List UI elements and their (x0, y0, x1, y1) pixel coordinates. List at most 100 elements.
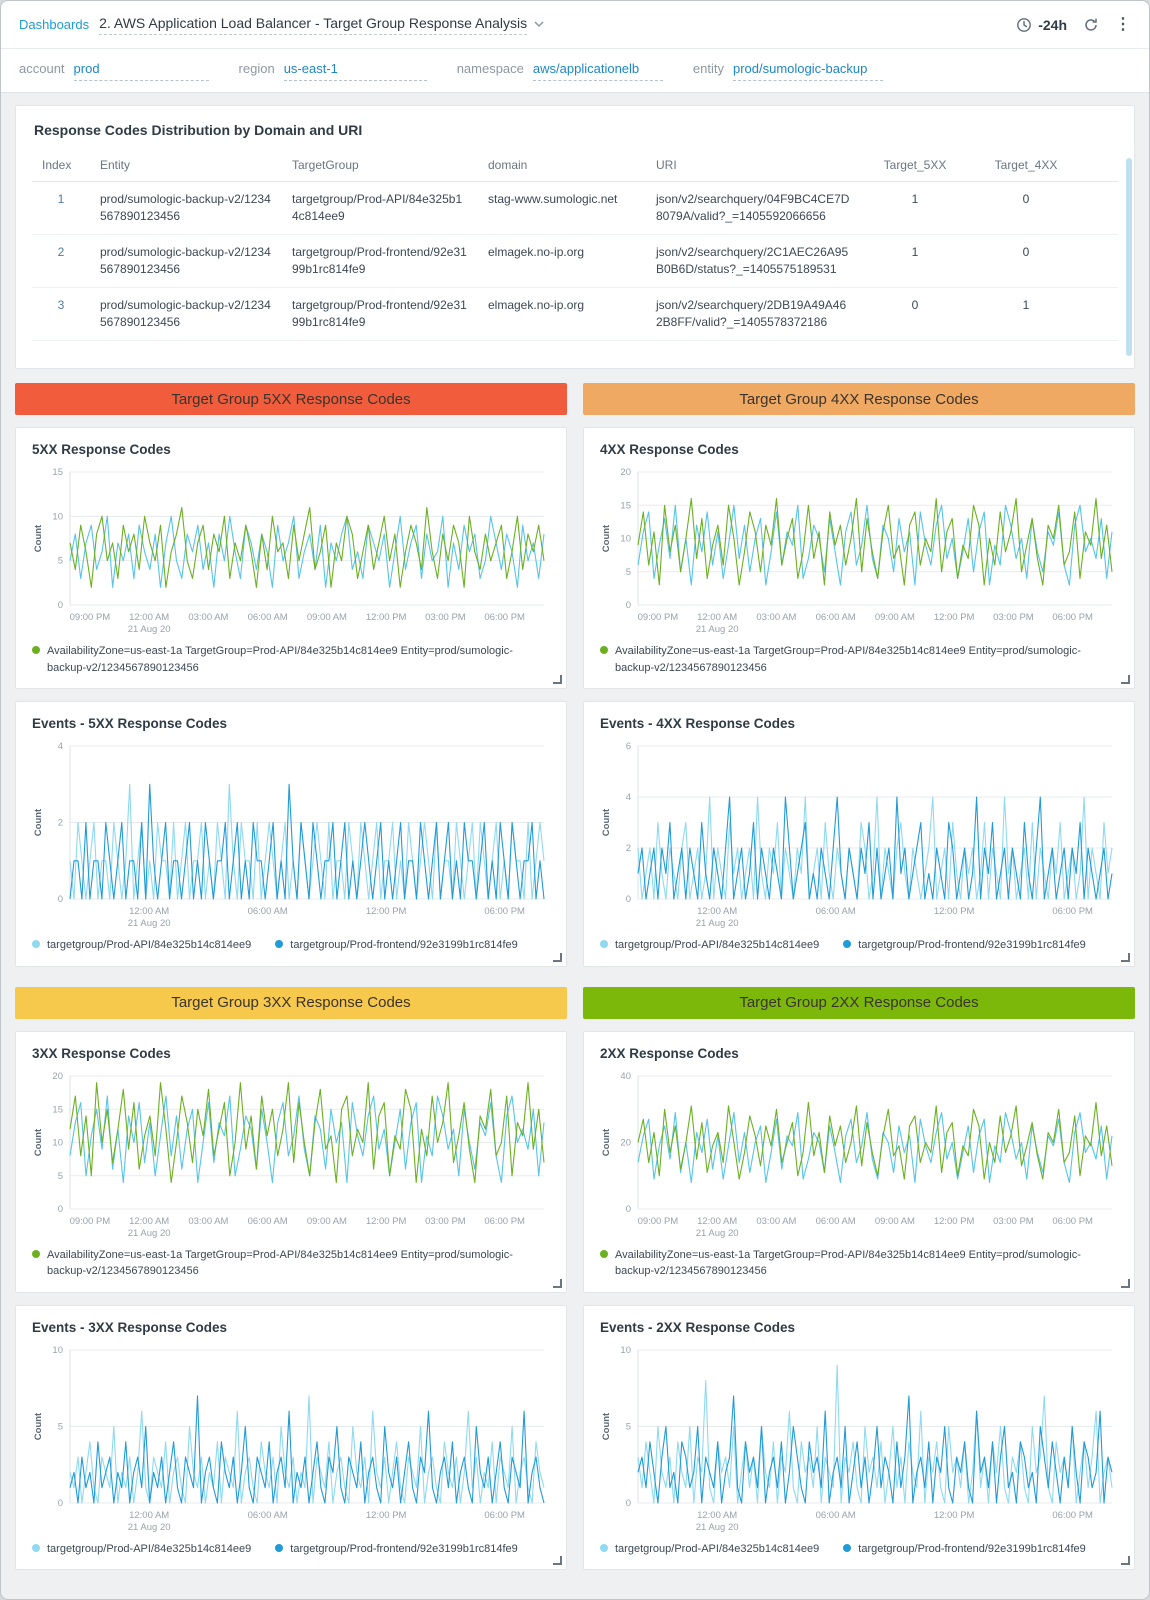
section-banner-5xx: Target Group 5XX Response Codes (15, 383, 567, 415)
table-row: 2 prod/sumologic-backup-v2/12345678901234… (32, 234, 1118, 289)
legend-item[interactable]: AvailabilityZone=us-east-1a TargetGroup=… (600, 1247, 1118, 1280)
filter-value-input[interactable]: prod (73, 61, 209, 81)
legend-item[interactable]: AvailabilityZone=us-east-1a TargetGroup=… (600, 643, 1118, 676)
panel-2xx-response-codes: 2XX Response Codes 0 20 40 09:00 PM 12:00 AM… (583, 1030, 1135, 1293)
time-range-control[interactable]: -24h (1016, 17, 1067, 33)
chevron-down-icon (534, 21, 544, 28)
chart-4xx-response-codes[interactable]: 0 5 10 15 20 09:00 PM 12:00 AM 21 Aug 20 03:00 A… (598, 467, 1120, 635)
column-header[interactable]: domain (478, 150, 646, 182)
legend-dot-icon (32, 1249, 40, 1258)
table-cell: targetgroup/Prod-frontend/92e3199b1rc814… (282, 287, 478, 342)
legend-item[interactable]: targetgroup/Prod-API/84e325b14c814ee9 (32, 937, 251, 954)
svg-text:06:00 AM: 06:00 AM (816, 612, 856, 623)
chart-5xx-response-codes[interactable]: 0 5 10 15 09:00 PM 12:00 AM 21 Aug 20 03:00 AM 0… (30, 467, 552, 635)
panel-title: Events - 5XX Response Codes (32, 716, 228, 731)
panel-3xx-response-codes: 3XX Response Codes 0 5 10 15 20 09:00 PM 12:00… (15, 1030, 567, 1293)
svg-text:09:00 PM: 09:00 PM (638, 612, 679, 623)
table-scrollbar[interactable] (1126, 158, 1132, 356)
panel-4xx-response-codes: 4XX Response Codes 0 5 10 15 20 09:00 PM 12:00… (583, 427, 1135, 689)
svg-text:15: 15 (52, 1104, 63, 1115)
column-header[interactable]: Entity (90, 150, 282, 182)
filter-bar: account prod region us-east-1 namespace aws/a… (1, 49, 1149, 93)
table-cell: prod/sumologic-backup-v2/123456789012345… (90, 234, 282, 289)
panel-events-2xx: Events - 2XX Response Codes 0 5 10 12:00 AM… (583, 1304, 1135, 1570)
chart-3xx-response-codes[interactable]: 0 5 10 15 20 09:00 PM 12:00 AM 21 Aug 20 03:00 A… (30, 1071, 552, 1239)
chart-events-4xx[interactable]: 0 2 4 6 12:00 AM 21 Aug 20 06:00 AM 12:00 PM 06:… (598, 741, 1120, 929)
table-cell: elmagek.no-ip.org (478, 287, 646, 342)
svg-text:20: 20 (620, 1137, 631, 1148)
svg-text:12:00 PM: 12:00 PM (934, 1216, 975, 1227)
panel-title: 3XX Response Codes (32, 1045, 171, 1061)
chart-legend: targetgroup/Prod-API/84e325b14c814ee9 tar… (598, 1533, 1120, 1562)
table-cell: 2 (32, 234, 90, 289)
legend-item[interactable]: targetgroup/Prod-frontend/92e3199b1rc814… (843, 1541, 1086, 1558)
table-row: 1 prod/sumologic-backup-v2/12345678901234… (32, 181, 1118, 236)
legend-dot-icon (600, 940, 608, 948)
svg-text:20: 20 (620, 467, 631, 478)
svg-text:21 Aug 20: 21 Aug 20 (696, 918, 739, 929)
column-header[interactable]: TargetGroup (282, 150, 478, 182)
legend-dot-icon (32, 646, 40, 654)
svg-text:Count: Count (601, 524, 612, 552)
column-header[interactable]: URI (646, 150, 860, 182)
legend-label: targetgroup/Prod-frontend/92e3199b1rc814… (290, 1542, 518, 1555)
table-cell: 3 (32, 287, 90, 342)
chart-2xx-response-codes[interactable]: 0 20 40 09:00 PM 12:00 AM 21 Aug 20 03:00 AM 06… (598, 1071, 1120, 1239)
chart-events-2xx[interactable]: 0 5 10 12:00 AM 21 Aug 20 06:00 AM 12:00 PM 06:… (598, 1345, 1120, 1533)
svg-text:Count: Count (601, 1411, 612, 1439)
chart-events-3xx[interactable]: 0 5 10 12:00 AM 21 Aug 20 06:00 AM 12:00 PM 06:… (30, 1345, 552, 1533)
chart-events-5xx[interactable]: 0 2 4 12:00 AM 21 Aug 20 06:00 AM 12:00 PM 06:0… (30, 741, 552, 929)
column-header[interactable]: Target_5XX (860, 150, 970, 182)
kebab-menu-icon[interactable]: ⋮ (1115, 15, 1131, 33)
legend-dot-icon (275, 1543, 284, 1552)
svg-text:21 Aug 20: 21 Aug 20 (128, 624, 171, 635)
svg-text:06:00 AM: 06:00 AM (816, 1510, 856, 1521)
table-header-row: Index Entity TargetGroup domain URI Target_5X… (32, 150, 1118, 182)
table-row: 3 prod/sumologic-backup-v2/12345678901234… (32, 287, 1118, 342)
table-cell: 0 (970, 234, 1082, 289)
filter-value-input[interactable]: prod/sumologic-backup (732, 61, 883, 81)
column-header[interactable]: Index (32, 150, 90, 182)
svg-text:21 Aug 20: 21 Aug 20 (128, 1228, 171, 1239)
legend-item[interactable]: AvailabilityZone=us-east-1a TargetGroup=… (32, 643, 550, 676)
svg-text:06:00 AM: 06:00 AM (816, 906, 856, 917)
chart-legend: targetgroup/Prod-API/84e325b14c814ee9 tar… (598, 929, 1120, 958)
legend-item[interactable]: targetgroup/Prod-frontend/92e3199b1rc814… (275, 937, 518, 954)
response-codes-table: Index Entity TargetGroup domain URI Target_5X… (32, 150, 1118, 342)
svg-text:12:00 AM: 12:00 AM (697, 906, 737, 917)
refresh-icon[interactable] (1083, 17, 1099, 33)
svg-text:21 Aug 20: 21 Aug 20 (696, 1228, 739, 1239)
legend-item[interactable]: targetgroup/Prod-frontend/92e3199b1rc814… (843, 937, 1086, 954)
table-cell (1082, 181, 1118, 236)
filter-namespace: namespace aws/applicationelb (457, 61, 663, 81)
legend-item[interactable]: targetgroup/Prod-API/84e325b14c814ee9 (32, 1541, 251, 1558)
dashboard-title-dropdown[interactable]: 2. AWS Application Load Balancer - Targe… (99, 15, 544, 35)
svg-text:Count: Count (601, 808, 612, 836)
svg-text:10: 10 (620, 1345, 631, 1356)
column-header[interactable]: Target_4XX (970, 150, 1082, 182)
breadcrumb[interactable]: Dashboards (19, 17, 90, 32)
svg-text:09:00 AM: 09:00 AM (875, 1216, 915, 1227)
svg-text:0: 0 (626, 894, 631, 905)
section-banner-title: Target Group 3XX Response Codes (171, 994, 411, 1011)
svg-text:5: 5 (58, 1421, 63, 1432)
svg-text:12:00 PM: 12:00 PM (366, 1216, 407, 1227)
legend-label: AvailabilityZone=us-east-1a TargetGroup=… (615, 645, 1081, 674)
legend-dot-icon (32, 940, 40, 948)
panels-grid: Target Group 5XX Response Codes Target G… (15, 383, 1135, 1570)
svg-text:10: 10 (52, 511, 63, 522)
legend-item[interactable]: targetgroup/Prod-API/84e325b14c814ee9 (600, 1541, 819, 1558)
filter-value-input[interactable]: us-east-1 (283, 61, 427, 81)
dashboard-content: Response Codes Distribution by Domain an… (1, 93, 1149, 1599)
legend-item[interactable]: AvailabilityZone=us-east-1a TargetGroup=… (32, 1247, 550, 1280)
legend-item[interactable]: targetgroup/Prod-frontend/92e3199b1rc814… (275, 1541, 518, 1558)
panel-title: 2XX Response Codes (600, 1045, 739, 1061)
panel-response-codes-table: Response Codes Distribution by Domain an… (15, 105, 1135, 369)
column-header[interactable]: Tar (1082, 150, 1118, 182)
legend-label: targetgroup/Prod-API/84e325b14c814ee9 (615, 1542, 820, 1555)
filter-value-input[interactable]: aws/applicationelb (532, 61, 663, 81)
legend-dot-icon (600, 646, 608, 654)
svg-text:0: 0 (626, 1498, 631, 1509)
legend-item[interactable]: targetgroup/Prod-API/84e325b14c814ee9 (600, 937, 819, 954)
